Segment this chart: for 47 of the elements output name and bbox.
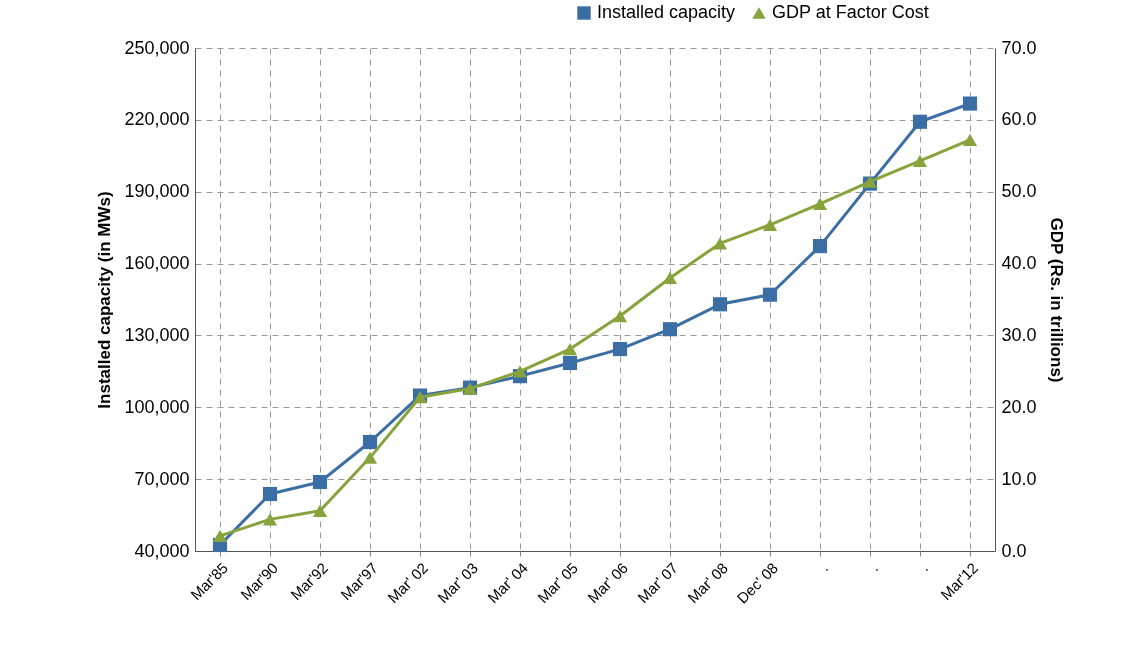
y-tick-label: 40,000 [134,540,190,561]
y2-tick-label: 0.0 [1001,540,1027,561]
x-tick-label: . [816,559,832,575]
point [812,197,828,211]
y-tick-label: 160,000 [124,253,190,274]
point [212,529,228,543]
y-tick-label: 220,000 [124,109,190,130]
y2-tick-label: 70.0 [1001,37,1037,58]
point [712,237,728,250]
point [262,486,278,502]
point [762,218,778,231]
point [812,239,828,254]
x-tick-label: . [866,559,882,575]
y-tick-label: 250,000 [124,37,190,58]
point [312,504,328,517]
x-tick-label: . [916,559,932,575]
y2-axis-title: GDP (Rs. in trillions) [1046,217,1066,383]
y2-tick-label: 30.0 [1001,324,1037,345]
point [962,96,978,111]
point [762,287,778,302]
point [312,474,328,490]
y-tick-label: 100,000 [124,396,190,417]
point [612,342,628,357]
point [662,322,678,337]
point [912,114,928,129]
y2-tick-label: 20.0 [1001,396,1037,417]
y-tick-label: 130,000 [124,324,190,345]
y2-tick-label: 60.0 [1001,109,1037,130]
legend-label: Installed capacity [597,2,736,22]
point [362,434,378,450]
y-axis-title: Installed capacity (in MWs) [95,191,115,409]
point [262,513,278,526]
point [912,154,928,167]
y-tick-label: 190,000 [124,181,190,202]
y2-tick-label: 50.0 [1001,181,1037,202]
point [512,365,528,378]
point [362,451,378,464]
point [562,355,578,371]
point [562,342,578,356]
y2-tick-label: 10.0 [1001,468,1037,489]
point [612,309,628,323]
point [962,133,978,147]
y2-tick-label: 40.0 [1001,253,1037,274]
point [712,297,728,312]
legend-label: GDP at Factor Cost [772,2,929,22]
y-tick-label: 70,000 [134,468,190,489]
point [662,271,678,285]
